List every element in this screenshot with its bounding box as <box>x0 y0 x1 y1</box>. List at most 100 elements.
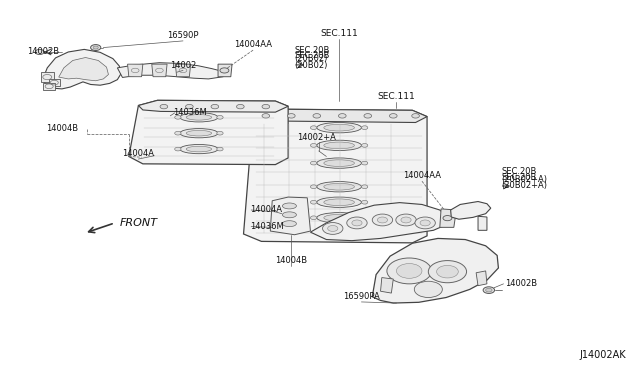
Circle shape <box>362 201 368 204</box>
Text: 14004AA: 14004AA <box>403 171 441 180</box>
Ellipse shape <box>324 183 355 190</box>
Circle shape <box>160 105 168 109</box>
Circle shape <box>262 105 269 109</box>
Text: 14002+A: 14002+A <box>298 133 336 142</box>
Polygon shape <box>440 209 456 227</box>
Polygon shape <box>59 58 108 81</box>
Ellipse shape <box>180 129 218 138</box>
Polygon shape <box>478 216 487 230</box>
Circle shape <box>211 105 219 109</box>
Text: SEC.20B: SEC.20B <box>502 173 537 182</box>
Circle shape <box>217 115 223 119</box>
Polygon shape <box>253 109 427 122</box>
Circle shape <box>313 113 321 118</box>
Circle shape <box>428 260 467 283</box>
Ellipse shape <box>324 214 355 221</box>
Circle shape <box>362 216 368 219</box>
Polygon shape <box>41 73 54 82</box>
Circle shape <box>323 222 343 234</box>
Polygon shape <box>218 64 232 77</box>
Circle shape <box>262 113 269 118</box>
Ellipse shape <box>282 212 296 218</box>
Circle shape <box>362 161 368 165</box>
Circle shape <box>339 113 346 118</box>
Circle shape <box>175 115 181 119</box>
Ellipse shape <box>317 122 362 133</box>
Ellipse shape <box>317 212 362 223</box>
Text: (20B02+A): (20B02+A) <box>502 175 548 184</box>
Text: SEC.20B: SEC.20B <box>502 167 537 176</box>
Circle shape <box>310 144 317 147</box>
Ellipse shape <box>317 140 362 151</box>
Text: FRONT: FRONT <box>119 218 157 228</box>
Circle shape <box>93 46 99 49</box>
Circle shape <box>220 68 229 73</box>
Polygon shape <box>138 100 288 112</box>
Ellipse shape <box>180 113 218 122</box>
Polygon shape <box>476 271 487 286</box>
Ellipse shape <box>324 124 355 131</box>
Circle shape <box>401 217 411 223</box>
Circle shape <box>217 131 223 135</box>
Polygon shape <box>49 79 60 86</box>
Ellipse shape <box>186 131 212 136</box>
Circle shape <box>175 147 181 151</box>
Polygon shape <box>152 64 167 77</box>
Circle shape <box>352 220 362 226</box>
Ellipse shape <box>186 115 212 120</box>
Circle shape <box>310 216 317 219</box>
Ellipse shape <box>180 144 218 154</box>
Polygon shape <box>175 64 191 77</box>
Circle shape <box>390 113 397 118</box>
Circle shape <box>310 126 317 129</box>
Ellipse shape <box>324 142 355 149</box>
Circle shape <box>237 105 244 109</box>
Text: (20B02): (20B02) <box>294 54 328 63</box>
Text: 14002B: 14002B <box>27 47 59 56</box>
Circle shape <box>91 45 100 51</box>
Text: 14004A: 14004A <box>122 149 154 158</box>
Circle shape <box>372 214 393 226</box>
Circle shape <box>364 113 372 118</box>
Circle shape <box>378 217 388 223</box>
Circle shape <box>186 105 193 109</box>
Polygon shape <box>270 197 310 235</box>
Text: 14002: 14002 <box>170 61 196 70</box>
Circle shape <box>362 185 368 189</box>
Text: 14004B: 14004B <box>275 256 307 265</box>
Circle shape <box>414 281 442 298</box>
Ellipse shape <box>324 160 355 166</box>
Polygon shape <box>451 202 491 219</box>
Polygon shape <box>381 278 394 293</box>
Text: (20B02+A): (20B02+A) <box>502 182 548 190</box>
Text: SEC.111: SEC.111 <box>378 92 415 101</box>
Polygon shape <box>129 100 288 164</box>
Ellipse shape <box>282 203 296 209</box>
Circle shape <box>310 161 317 165</box>
Text: (20B02): (20B02) <box>294 61 328 70</box>
Circle shape <box>175 131 181 135</box>
Text: 16590PA: 16590PA <box>343 292 380 301</box>
Circle shape <box>287 113 295 118</box>
Polygon shape <box>117 62 223 79</box>
Text: SEC.111: SEC.111 <box>320 29 358 38</box>
Ellipse shape <box>324 199 355 206</box>
Circle shape <box>362 126 368 129</box>
Text: SEC.20B: SEC.20B <box>294 51 330 61</box>
Circle shape <box>483 287 495 294</box>
Circle shape <box>362 144 368 147</box>
Ellipse shape <box>186 146 212 152</box>
Polygon shape <box>244 109 427 243</box>
Text: 16590P: 16590P <box>167 31 199 40</box>
Polygon shape <box>310 203 447 241</box>
Text: 14004B: 14004B <box>46 124 78 132</box>
Circle shape <box>217 147 223 151</box>
Polygon shape <box>372 238 499 303</box>
Circle shape <box>387 258 431 284</box>
Ellipse shape <box>317 158 362 168</box>
Circle shape <box>415 217 435 229</box>
Circle shape <box>436 265 458 278</box>
Circle shape <box>310 185 317 189</box>
Text: 14036M: 14036M <box>173 108 207 117</box>
Circle shape <box>396 214 416 226</box>
